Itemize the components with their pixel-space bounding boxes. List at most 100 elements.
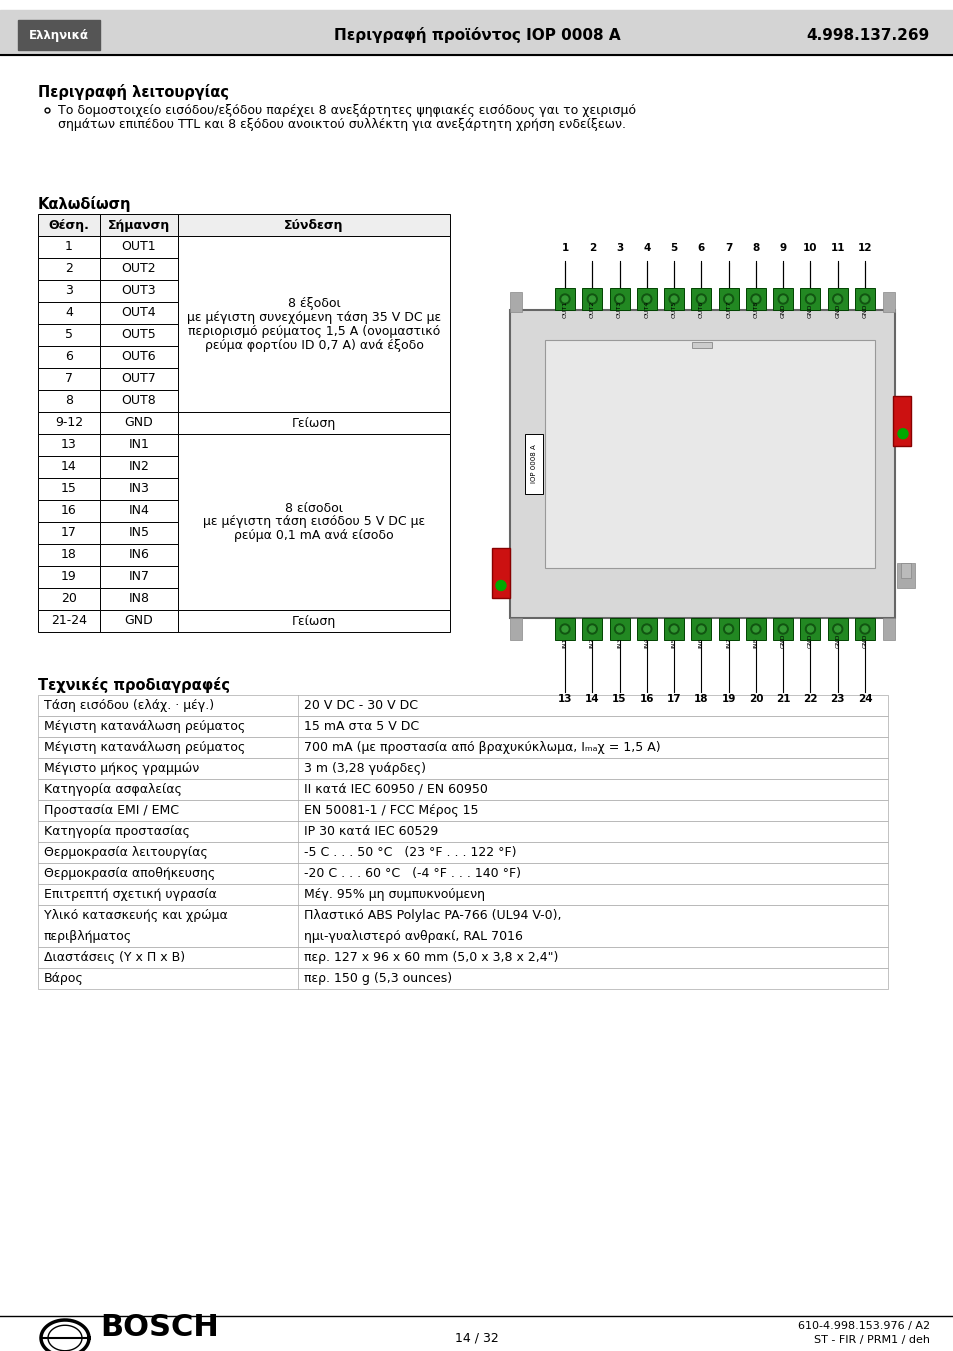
- Circle shape: [696, 295, 705, 304]
- Bar: [38, 280, 100, 303]
- Text: 8: 8: [752, 243, 759, 253]
- Circle shape: [668, 295, 679, 304]
- Text: Υλικό κατασκευής και χρώμα: Υλικό κατασκευής και χρώμα: [44, 909, 228, 921]
- Text: Τεχνικές προδιαγραφές: Τεχνικές προδιαγραφές: [38, 677, 230, 693]
- Circle shape: [752, 626, 759, 632]
- Bar: [882, 292, 894, 312]
- Bar: [555, 617, 575, 640]
- Bar: [718, 288, 738, 309]
- Bar: [38, 346, 100, 367]
- Text: IN1: IN1: [562, 638, 567, 648]
- Bar: [38, 367, 100, 390]
- Bar: [38, 611, 100, 632]
- Text: Σήμανση: Σήμανση: [108, 219, 170, 231]
- Text: GND: GND: [807, 304, 812, 317]
- Text: IN3: IN3: [617, 638, 621, 648]
- Bar: [38, 500, 100, 521]
- Circle shape: [723, 295, 733, 304]
- Text: GND: GND: [125, 615, 153, 627]
- Text: IN7: IN7: [129, 570, 150, 584]
- Bar: [100, 457, 178, 478]
- Text: 14: 14: [584, 694, 598, 704]
- Bar: [38, 969, 887, 989]
- Text: OUT5: OUT5: [671, 301, 676, 317]
- Text: IOP 0008 A: IOP 0008 A: [531, 444, 537, 484]
- Circle shape: [859, 624, 869, 634]
- Text: 7: 7: [724, 243, 732, 253]
- Text: 7: 7: [65, 373, 73, 385]
- Circle shape: [614, 624, 624, 634]
- Bar: [100, 390, 178, 412]
- Text: Κατηγορία προστασίας: Κατηγορία προστασίας: [44, 825, 190, 838]
- Bar: [827, 288, 847, 309]
- Text: ST - FIR / PRM1 / deh: ST - FIR / PRM1 / deh: [813, 1335, 929, 1346]
- Text: IN6: IN6: [129, 549, 150, 562]
- Text: 19: 19: [61, 570, 77, 584]
- Text: GND: GND: [807, 634, 812, 648]
- Bar: [100, 434, 178, 457]
- Bar: [38, 588, 100, 611]
- Text: 11: 11: [830, 243, 844, 253]
- Text: 12: 12: [857, 243, 871, 253]
- Bar: [854, 617, 874, 640]
- Text: IN4: IN4: [643, 638, 649, 648]
- Circle shape: [614, 295, 624, 304]
- Text: II κατά IEC 60950 / EN 60950: II κατά IEC 60950 / EN 60950: [304, 784, 487, 796]
- Bar: [178, 611, 450, 632]
- Circle shape: [832, 624, 841, 634]
- Text: 10: 10: [802, 243, 817, 253]
- Bar: [38, 842, 887, 863]
- Text: OUT2: OUT2: [589, 301, 594, 317]
- Text: 8 έξοδοι: 8 έξοδοι: [287, 296, 340, 309]
- Text: GND: GND: [780, 634, 785, 648]
- Text: Προστασία EMI / EMC: Προστασία EMI / EMC: [44, 804, 179, 817]
- Text: 17: 17: [61, 527, 77, 539]
- Bar: [178, 213, 450, 236]
- Text: Περιγραφή λειτουργίας: Περιγραφή λειτουργίας: [38, 84, 229, 100]
- Text: ρεύμα 0,1 mA ανά είσοδο: ρεύμα 0,1 mA ανά είσοδο: [233, 530, 394, 543]
- Bar: [510, 292, 521, 312]
- Circle shape: [778, 295, 787, 304]
- Circle shape: [834, 296, 840, 303]
- Bar: [100, 346, 178, 367]
- Text: Μέγ. 95% μη συμπυκνούμενη: Μέγ. 95% μη συμπυκνούμενη: [304, 888, 484, 901]
- Bar: [854, 288, 874, 309]
- Text: 14: 14: [61, 461, 77, 473]
- Text: 23: 23: [830, 694, 844, 704]
- Text: OUT4: OUT4: [122, 307, 156, 319]
- Circle shape: [561, 626, 567, 632]
- Bar: [38, 434, 100, 457]
- Text: 18: 18: [694, 694, 708, 704]
- Circle shape: [725, 296, 731, 303]
- Text: περ. 150 g (5,3 ounces): περ. 150 g (5,3 ounces): [304, 971, 452, 985]
- Bar: [492, 549, 510, 598]
- Text: με μέγιστη συνεχόμενη τάση 35 V DC με: με μέγιστη συνεχόμενη τάση 35 V DC με: [187, 311, 440, 323]
- Text: Περιγραφή προϊόντος IOP 0008 A: Περιγραφή προϊόντος IOP 0008 A: [334, 27, 619, 43]
- Bar: [38, 821, 887, 842]
- Text: OUT1: OUT1: [122, 240, 156, 254]
- Text: OUT4: OUT4: [643, 301, 649, 317]
- Text: Θέση.: Θέση.: [49, 219, 90, 231]
- Text: IN8: IN8: [129, 593, 150, 605]
- Circle shape: [832, 295, 841, 304]
- Text: 4: 4: [642, 243, 650, 253]
- Text: Μέγιστη κατανάλωση ρεύματος: Μέγιστη κατανάλωση ρεύματος: [44, 740, 245, 754]
- Text: 3 m (3,28 γυάρδες): 3 m (3,28 γυάρδες): [304, 762, 426, 775]
- Text: GND: GND: [835, 634, 840, 648]
- Circle shape: [641, 624, 651, 634]
- Bar: [100, 236, 178, 258]
- Circle shape: [778, 624, 787, 634]
- Text: IN2: IN2: [129, 461, 150, 473]
- Circle shape: [806, 296, 813, 303]
- Bar: [510, 617, 521, 640]
- Bar: [637, 288, 656, 309]
- Text: Επιτρεπτή σχετική υγρασία: Επιτρεπτή σχετική υγρασία: [44, 888, 216, 901]
- Text: 14 / 32: 14 / 32: [455, 1332, 498, 1344]
- Text: 8: 8: [65, 394, 73, 408]
- Circle shape: [589, 626, 595, 632]
- Text: Μέγιστο μήκος γραμμών: Μέγιστο μήκος γραμμών: [44, 762, 199, 775]
- Text: IN2: IN2: [589, 638, 594, 648]
- Bar: [38, 324, 100, 346]
- Circle shape: [698, 626, 703, 632]
- Bar: [718, 617, 738, 640]
